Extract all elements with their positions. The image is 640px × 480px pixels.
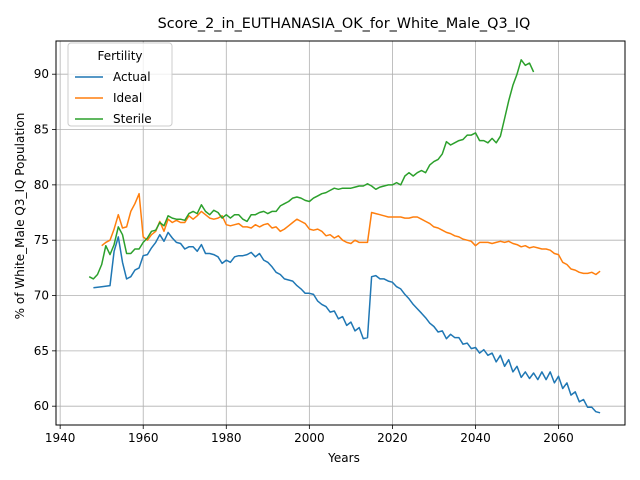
legend-label-sterile: Sterile (113, 112, 152, 126)
y-tick-label: 75 (34, 233, 49, 247)
series-line-sterile (88, 59, 535, 280)
legend-box (67, 42, 173, 127)
y-tick-label: 60 (34, 399, 49, 413)
grid (56, 41, 625, 425)
series-lines (88, 59, 601, 414)
chart-title: Score_2_in_EUTHANASIA_OK_for_White_Male_… (158, 16, 531, 32)
x-tick-label: 1980 (211, 431, 242, 445)
x-tick-label: 2060 (543, 431, 574, 445)
y-tick-label: 90 (34, 67, 49, 81)
y-tick-label: 80 (34, 178, 49, 192)
y-tick-label: 85 (34, 123, 49, 137)
legend-label-ideal: Ideal (113, 91, 142, 105)
series-line-ideal (101, 192, 601, 276)
x-tick-label: 2040 (460, 431, 491, 445)
x-axis-ticks: 1940 1960 1980 2000 2020 2040 2060 (45, 425, 574, 445)
legend-title: Fertility (97, 49, 142, 63)
y-axis-label: % of White_Male Q3_IQ Population (13, 113, 27, 320)
x-tick-label: 2020 (377, 431, 408, 445)
x-axis-label: Years (327, 451, 360, 465)
legend-items: Actual Ideal Sterile (75, 70, 152, 126)
legend-label-actual: Actual (113, 70, 151, 84)
y-axis-ticks: 60 65 70 75 80 85 90 (34, 67, 56, 413)
series-line-actual (93, 231, 601, 414)
y-tick-label: 70 (34, 289, 49, 303)
x-tick-label: 1960 (128, 431, 159, 445)
y-tick-label: 65 (34, 344, 49, 358)
x-tick-label: 1940 (45, 431, 76, 445)
legend: Fertility Actual Ideal Sterile (67, 42, 173, 127)
plot-frame (55, 40, 626, 426)
x-tick-label: 2000 (294, 431, 325, 445)
